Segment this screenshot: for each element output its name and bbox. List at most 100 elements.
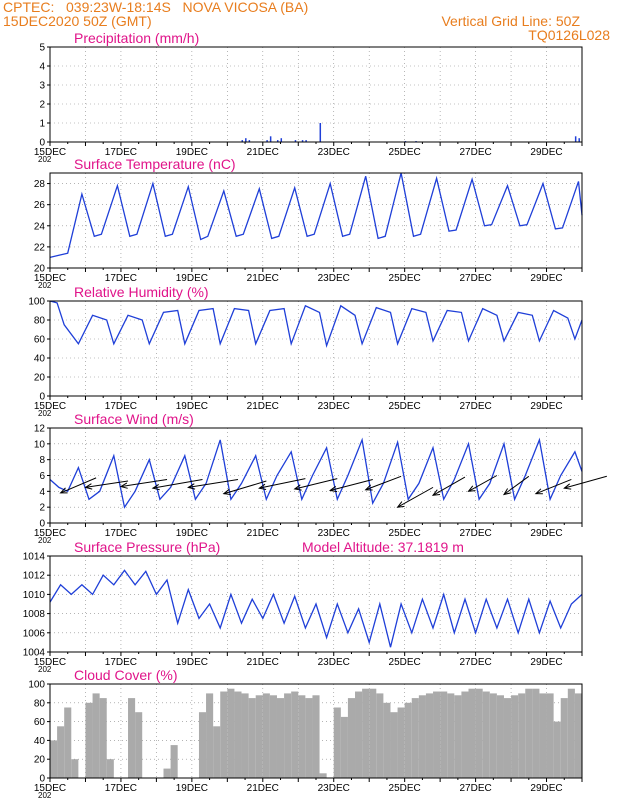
y-tick-label: 0 <box>39 138 45 149</box>
precip-bar <box>280 138 283 142</box>
cloud-cover-bar <box>411 698 419 778</box>
x-tick-label: 21DEC <box>247 147 279 158</box>
x-tick-label: 15DEC <box>34 401 66 412</box>
precip-bar <box>276 140 279 142</box>
cloud-cover-bar <box>248 698 256 778</box>
cloud-cover-bar <box>525 688 533 778</box>
wind-arrow-head <box>222 488 231 495</box>
y-tick-label: 0 <box>39 774 45 785</box>
cloud-cover-bar <box>213 726 221 778</box>
y-tick-label: 40 <box>34 354 46 365</box>
precip-bar <box>245 138 247 142</box>
x-tick-label: 27DEC <box>459 273 491 284</box>
precip-bar <box>578 138 580 142</box>
x-tick-label: 23DEC <box>318 147 350 158</box>
wind-arrow <box>330 478 373 492</box>
precip-bar <box>574 136 577 142</box>
y-tick-label: 1006 <box>23 628 46 639</box>
wind-arrow <box>564 475 607 489</box>
x-tick-label: 17DEC <box>105 273 137 284</box>
y-tick-label: 1012 <box>23 571 46 582</box>
x-tick-label: 23DEC <box>318 273 350 284</box>
wind-arrow-head <box>364 484 373 491</box>
header-station: CPTEC: 039:23W-18:14S NOVA VICOSA (BA) <box>3 0 309 15</box>
y-tick-label: 1004 <box>23 648 46 659</box>
x-tick-label: 29DEC <box>530 273 562 284</box>
x-tick-label: 15DEC <box>34 657 66 668</box>
cloud-cover-bar <box>362 688 370 778</box>
y-tick-label: 28 <box>34 179 46 190</box>
cloud-cover-bar <box>262 693 270 778</box>
cloud-cover-bar <box>234 691 242 778</box>
y-tick-label: 1010 <box>23 590 46 601</box>
cloud-cover-bar <box>276 698 285 778</box>
x-tick-label: 21DEC <box>247 528 279 539</box>
x-year-label: 202 <box>38 536 52 545</box>
x-tick-label: 29DEC <box>530 401 562 412</box>
cloud-cover-bar <box>404 702 412 778</box>
x-tick-label: 15DEC <box>34 783 66 794</box>
x-tick-label: 25DEC <box>389 783 421 794</box>
wind-arrow <box>152 478 203 489</box>
x-tick-label: 21DEC <box>247 273 279 284</box>
x-tick-label: 19DEC <box>176 401 208 412</box>
cloud-cover-bar <box>64 707 72 778</box>
cloud-cover-bar <box>433 691 441 778</box>
panel-annotation: Model Altitude: 37.1819 m <box>302 539 464 555</box>
y-tick-label: 3 <box>39 81 45 92</box>
y-tick-label: 8 <box>39 455 45 466</box>
cloud-cover-bar <box>85 702 93 778</box>
cloud-cover-bar <box>206 693 214 778</box>
y-tick-label: 0 <box>39 392 45 403</box>
panel-title: Cloud Cover (%) <box>74 667 177 683</box>
cloud-cover-bar <box>312 695 320 778</box>
cloud-cover-bar <box>461 691 469 778</box>
cloud-cover-bar <box>170 745 178 778</box>
x-tick-label: 25DEC <box>389 147 421 158</box>
wind-arrow <box>397 486 434 508</box>
x-tick-label: 27DEC <box>459 783 491 794</box>
y-tick-label: 2 <box>39 503 45 514</box>
x-year-label: 202 <box>38 281 52 290</box>
cloud-cover-bar <box>198 712 207 778</box>
x-tick-label: 27DEC <box>459 147 491 158</box>
panel-frame <box>49 46 583 143</box>
y-tick-label: 1014 <box>23 552 46 563</box>
x-tick-label: 21DEC <box>247 401 279 412</box>
wind-arrow-head <box>258 483 267 490</box>
header-grid-note: Vertical Grid Line: 50Z <box>441 13 580 29</box>
wind-arrow <box>85 480 129 488</box>
wind-arrow-head <box>328 485 338 493</box>
x-tick-label: 29DEC <box>530 147 562 158</box>
x-tick-label: 19DEC <box>176 783 208 794</box>
y-tick-label: 12 <box>34 424 46 435</box>
x-tick-label: 27DEC <box>459 657 491 668</box>
y-tick-label: 1 <box>39 119 45 130</box>
cloud-cover-bar <box>298 695 306 778</box>
cloud-cover-bar <box>475 688 483 778</box>
panel-title: Surface Temperature (nC) <box>74 156 236 172</box>
cloud-cover-bar <box>418 695 426 778</box>
y-tick-label: 1008 <box>23 609 46 620</box>
cloud-cover-bar <box>397 707 405 778</box>
series-line <box>49 300 583 348</box>
cloud-cover-bar <box>454 695 462 778</box>
cloud-cover-bar <box>333 707 341 778</box>
cloud-cover-bar <box>227 688 235 778</box>
wind-arrow-head <box>293 484 302 491</box>
wind-arrow <box>535 478 572 495</box>
wind-arrow-head <box>84 483 93 490</box>
cloud-cover-bar <box>241 693 249 778</box>
cloud-cover-bar <box>468 688 476 778</box>
y-tick-label: 4 <box>39 487 45 498</box>
precip-bar <box>248 140 251 142</box>
x-tick-label: 23DEC <box>318 528 350 539</box>
wind-arrow <box>259 478 306 489</box>
cloud-cover-bar <box>106 759 114 778</box>
cloud-cover-bar <box>518 693 526 778</box>
cloud-cover-bar <box>291 691 299 778</box>
wind-arrow-head <box>59 487 68 494</box>
wind-arrow <box>120 478 168 488</box>
cloud-cover-bar <box>503 698 512 778</box>
